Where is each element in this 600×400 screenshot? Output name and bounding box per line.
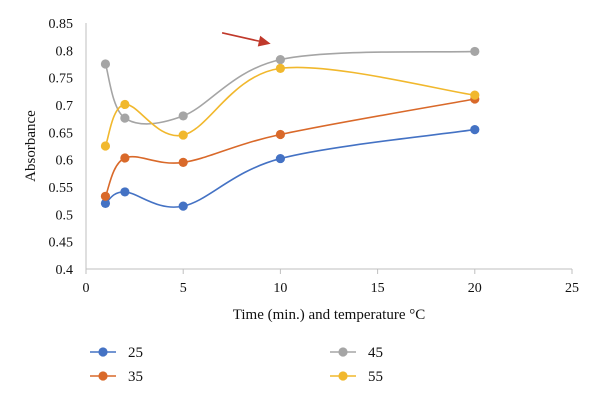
data-point-25-x2	[120, 187, 130, 197]
annotation-arrow-shaft	[221, 32, 260, 42]
y-tick-labels: 0.4 0.45 0.5 0.55 0.6 0.65 0.7 0.75 0.8 0.85	[49, 17, 74, 278]
series-55	[100, 63, 480, 151]
x-tick-label-10: 10	[273, 281, 287, 296]
data-point-55-x20	[470, 90, 480, 100]
y-tick-label-0-45: 0.45	[49, 236, 74, 251]
data-point-35-x5	[178, 157, 188, 167]
x-tick-labels: 0 5 10 15 20 25	[83, 269, 579, 296]
series-line-35	[104, 98, 475, 197]
data-point-25-x10	[275, 153, 285, 164]
data-point-35-x1	[100, 191, 111, 201]
data-point-55-x5	[178, 130, 188, 140]
data-point-55-x1	[100, 141, 111, 151]
data-point-35-x10	[275, 129, 285, 140]
series-25	[100, 125, 480, 211]
legend-label-55: 55	[368, 369, 383, 385]
y-tick-label-0-8: 0.8	[56, 44, 74, 59]
x-tick-label-15: 15	[371, 281, 385, 296]
legend-label-35: 35	[128, 369, 143, 385]
y-tick-label-0-55: 0.55	[49, 181, 74, 196]
series-line-25	[104, 128, 475, 208]
data-point-25-x5	[178, 201, 188, 211]
legend: 25 45 35 55	[90, 345, 383, 385]
legend-marker	[98, 371, 108, 381]
y-tick-label-0-65: 0.65	[49, 126, 74, 141]
y-tick-label-0-7: 0.7	[56, 99, 74, 114]
series-line-55	[104, 66, 475, 147]
series-35	[100, 94, 480, 201]
data-point-35-x2	[120, 153, 130, 163]
legend-marker	[338, 347, 348, 357]
y-tick-label-0-4: 0.4	[56, 263, 74, 278]
legend-marker	[98, 347, 108, 357]
legend-item-25: 25	[90, 345, 143, 361]
series-layer	[100, 46, 480, 211]
x-tick-label-25: 25	[565, 281, 579, 296]
annotation-layer	[221, 32, 271, 47]
x-tick-label-5: 5	[180, 281, 187, 296]
y-tick-label-0-6: 0.6	[56, 154, 74, 169]
annotation-arrow-head	[257, 35, 271, 47]
data-point-55-x10	[275, 63, 285, 73]
data-point-45-x1	[100, 59, 111, 69]
data-point-55-x2	[120, 99, 130, 110]
legend-label-25: 25	[128, 345, 143, 361]
series-line-45	[104, 50, 475, 125]
legend-item-35: 35	[90, 369, 143, 385]
x-tick-label-0: 0	[83, 281, 90, 296]
data-point-45-x2	[120, 113, 130, 123]
annotation-arrow	[221, 32, 271, 47]
legend-marker	[338, 371, 348, 381]
x-axis-title: Time (min.) and temperature °C	[233, 307, 426, 323]
data-point-45-x5	[178, 111, 188, 121]
y-tick-label-0-85: 0.85	[49, 17, 74, 32]
data-point-45-x10	[275, 55, 285, 65]
legend-item-45: 45	[330, 345, 383, 361]
data-point-25-x20	[470, 125, 480, 135]
y-tick-label-0-75: 0.75	[49, 72, 74, 87]
y-tick-label-0-5: 0.5	[56, 208, 74, 223]
series-45	[100, 46, 480, 125]
x-tick-label-20: 20	[468, 281, 482, 296]
y-axis-title: Absorbance	[23, 110, 39, 182]
legend-item-55: 55	[330, 369, 383, 385]
axes	[85, 23, 572, 270]
data-point-25-x1	[100, 198, 111, 208]
data-point-45-x20	[470, 46, 480, 57]
legend-label-45: 45	[368, 345, 383, 361]
